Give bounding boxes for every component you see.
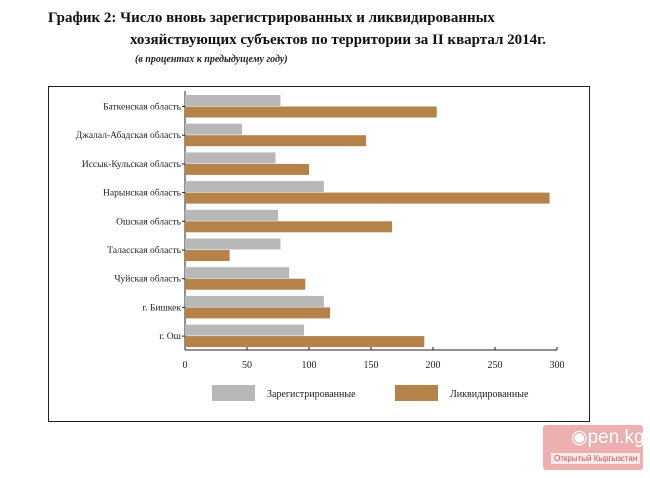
bar-registered [185,295,324,307]
bar-registered [185,238,281,250]
bar-registered [185,95,281,106]
category-label: г. Ош [159,332,181,342]
category-label: Нарынская область [103,188,182,199]
legend-label: Ликвидированные [450,389,529,400]
x-tick-label: 300 [550,360,565,371]
bar-registered [185,123,243,135]
bar-liquidated [185,106,437,118]
bar-liquidated [185,221,393,233]
bar-liquidated [185,307,331,319]
x-tick-label: 150 [364,360,379,371]
x-tick-label: 100 [302,360,317,371]
bar-registered [185,324,305,336]
x-tick-label: 0 [183,360,188,371]
bar-liquidated [185,163,309,175]
x-tick-label: 200 [426,360,441,371]
category-label: г. Бишкек [142,303,181,313]
bar-registered [185,209,278,221]
bar-registered [185,152,276,164]
bar-liquidated [185,192,550,204]
category-label: Ошская область [116,216,181,227]
x-tick-label: 250 [488,360,503,371]
bar-liquidated [185,278,306,290]
chart-title-line2: хозяйствующих субъектов по территории за… [130,32,547,48]
chart-title-line1: График 2: Число вновь зарегистрированных… [48,10,495,26]
category-label: Чуйская область [114,274,181,285]
watermark-logo: ◉pen.kg Открытый Кыргызстан [543,425,645,470]
bar-liquidated [185,135,367,147]
category-label: Джалал-Абадская область [76,130,182,141]
legend-label: Зарегистрированные [267,389,356,400]
x-tick-label: 50 [242,360,252,371]
chart-subtitle: (в процентах к предыдущему году) [135,54,288,65]
chart-frame [48,86,590,422]
bar-liquidated [185,336,425,348]
category-label: Таласская область [107,245,181,256]
bar-registered [185,267,290,279]
bar-registered [185,181,324,193]
bar-liquidated [185,250,230,261]
category-label: Иссык-Кульская область [82,159,182,170]
legend-swatch-registered [212,385,255,401]
category-label: Баткенская область [103,102,182,113]
legend-swatch-liquidated [395,385,438,401]
